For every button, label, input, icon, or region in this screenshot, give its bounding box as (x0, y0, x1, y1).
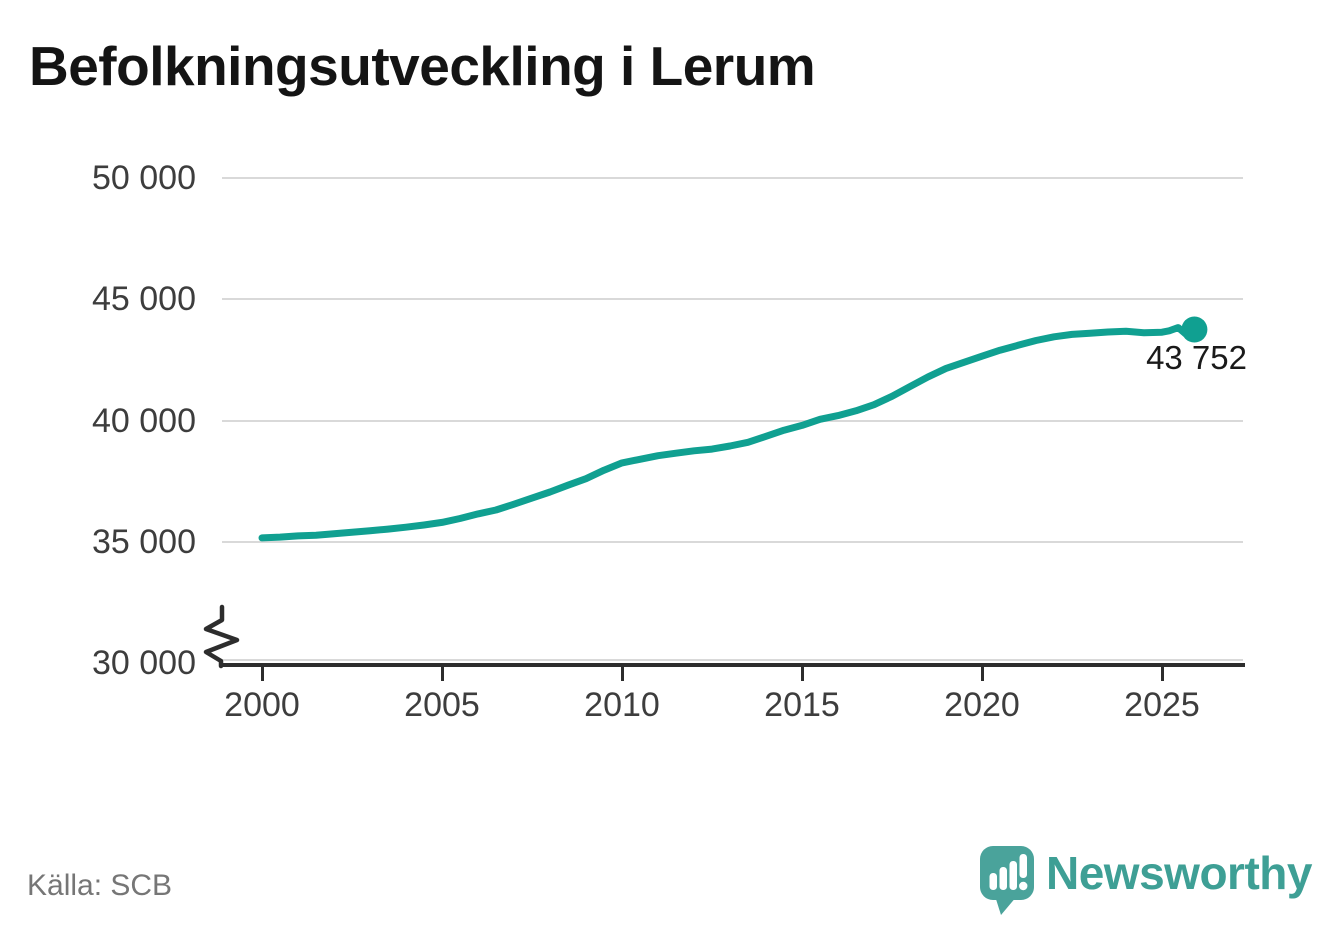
x-axis-tick (1160, 667, 1164, 681)
end-value-label: 43 752 (1146, 339, 1247, 376)
x-tick-label: 2005 (404, 686, 480, 724)
gridline (222, 659, 1243, 661)
y-tick-label: 45 000 (92, 280, 196, 319)
x-axis-tick (260, 667, 264, 681)
gridline (222, 540, 1243, 543)
newsworthy-branding: Newsworthy (980, 845, 1312, 920)
newsworthy-wordmark: Newsworthy (1046, 847, 1312, 899)
x-tick-label: 2015 (764, 686, 840, 724)
x-axis-line (220, 663, 1245, 667)
y-tick-label: 50 000 (92, 159, 196, 197)
x-tick-label: 2010 (584, 686, 660, 724)
x-tick-label: 2025 (1124, 686, 1200, 724)
gridline (222, 177, 1243, 179)
gridline (222, 298, 1243, 301)
x-tick-label: 2020 (944, 686, 1020, 724)
chart-title: Befolkningsutveckling i Lerum (29, 35, 816, 97)
y-tick-label: 35 000 (92, 522, 196, 561)
x-tick-label: 2000 (224, 686, 300, 724)
x-axis-tick (980, 667, 984, 681)
y-tick-label: 40 000 (92, 401, 196, 440)
newsworthy-logo-icon (980, 846, 1034, 915)
gridline (222, 419, 1243, 422)
x-axis-tick (800, 667, 804, 681)
x-axis-tick (440, 667, 444, 681)
x-axis-tick (620, 667, 624, 681)
axis-break-icon (203, 604, 240, 669)
population-line (258, 324, 1198, 542)
source-label: Källa: SCB (27, 869, 173, 902)
y-tick-label: 30 000 (92, 644, 196, 682)
